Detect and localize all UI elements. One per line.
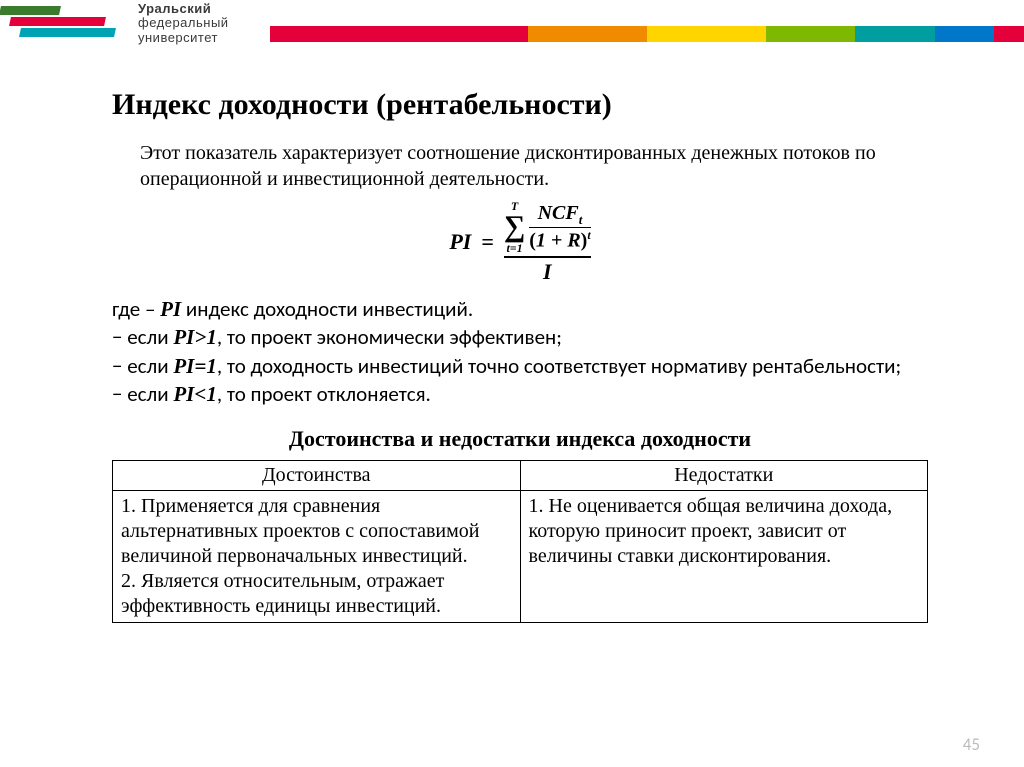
- exp-t: t: [587, 228, 590, 242]
- logo-line1: Уральский: [138, 2, 229, 16]
- ncf: NCF: [538, 202, 579, 224]
- sigma-icon: ∑: [504, 212, 525, 242]
- advantages-disadvantages-table: Достоинства Недостатки 1. Применяется дл…: [112, 460, 928, 623]
- table-subheading: Достоинства и недостатки индекса доходно…: [112, 426, 928, 452]
- explanation-block: где – PI индекс доходности инвестиций. −…: [112, 295, 928, 408]
- cell-disadvantages: 1. Не оценивается общая величина дохода,…: [520, 491, 928, 623]
- slide-content: Индекс доходности (рентабельности) Этот …: [0, 44, 1024, 623]
- page-number: 45: [963, 734, 980, 755]
- formula-pi: PI = T ∑ t=1 NCFt (1 + R)t: [112, 200, 928, 283]
- explain-line3: − если PI=1, то доходность инвестиций то…: [112, 352, 928, 380]
- logo-line2: федеральный: [138, 16, 229, 30]
- formula-eq: =: [481, 229, 494, 255]
- logo-stripes: [0, 6, 130, 38]
- explain-line2: − если PI>1, то проект экономически эффе…: [112, 323, 928, 351]
- one-plus-r: 1 + R: [536, 230, 581, 252]
- intro-paragraph: Этот показатель характеризует соотношени…: [140, 140, 928, 192]
- ncf-sub: t: [579, 212, 583, 227]
- sum-lower: t=1: [506, 242, 522, 254]
- explain-line4: − если PI<1, то проект отклоняется.: [112, 380, 928, 408]
- cell-advantages: 1. Применяется для сравнения альтернатив…: [113, 491, 521, 623]
- logo-line3: университет: [138, 31, 229, 45]
- header-bar: Уральский федеральный университет: [0, 0, 1024, 44]
- header-rainbow-stripe: [270, 26, 1024, 42]
- formula-denom: I: [543, 260, 552, 283]
- formula-lhs: PI: [449, 229, 471, 255]
- slide-title: Индекс доходности (рентабельности): [112, 88, 928, 122]
- explain-line1: где – PI индекс доходности инвестиций.: [112, 295, 928, 323]
- col-header-advantages: Достоинства: [113, 461, 521, 491]
- col-header-disadvantages: Недостатки: [520, 461, 928, 491]
- university-logo-text: Уральский федеральный университет: [138, 2, 229, 45]
